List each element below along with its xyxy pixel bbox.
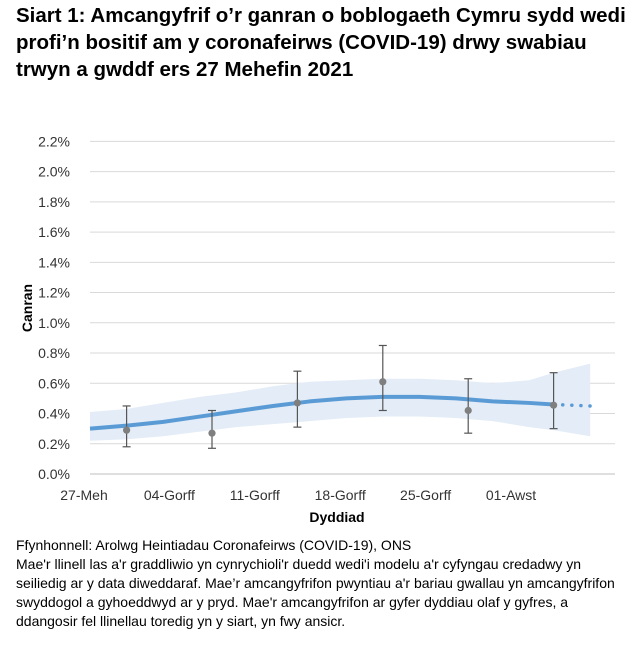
- y-tick-label: 1.0%: [38, 315, 70, 331]
- y-tick-label: 1.4%: [38, 254, 70, 270]
- x-axis-label: Dyddiad: [309, 509, 364, 525]
- y-tick-label: 1.8%: [38, 194, 70, 210]
- x-tick-label: 01-Awst: [486, 487, 536, 503]
- y-tick-label: 0.8%: [38, 345, 70, 361]
- official-estimate-point: [464, 406, 472, 415]
- x-tick-label: 04-Gorff: [144, 487, 195, 503]
- x-tick-label: 25-Gorff: [400, 487, 451, 503]
- official-estimate-point: [293, 399, 301, 407]
- x-tick-label: 18-Gorff: [315, 487, 366, 503]
- y-tick-label: 0.6%: [38, 375, 70, 391]
- chart-plot: 0.0% 0.2% 0.4% 0.6% 0.8% 1.0% 1.2% 1.4% 1.6% 1.8%…: [19, 133, 615, 525]
- official-estimate-point: [379, 378, 387, 386]
- explanation-note: Mae'r llinell las a'r graddliwio yn cynr…: [16, 556, 615, 629]
- official-estimate-point: [208, 429, 216, 437]
- y-tick-label: 2.0%: [38, 164, 70, 180]
- source-note: Ffynhonnell: Arolwg Heintiadau Coronafei…: [16, 537, 412, 553]
- x-tick-label: 27-Meh: [60, 487, 107, 503]
- credible-interval-band: [90, 363, 591, 441]
- y-tick-label: 1.2%: [38, 285, 70, 301]
- modelled-trend-dotted-line: [551, 402, 592, 408]
- y-tick-label: 0.4%: [38, 406, 70, 422]
- y-tick-label: 2.2%: [38, 133, 70, 149]
- y-tick-label: 1.6%: [38, 224, 70, 240]
- y-tick-label: 0.0%: [38, 466, 70, 482]
- y-axis-label: Canran: [19, 284, 35, 332]
- official-estimate-point: [550, 401, 558, 409]
- modelled-trend-line: [89, 394, 554, 431]
- official-estimate-point: [123, 426, 131, 434]
- chart-notes: Ffynhonnell: Arolwg Heintiadau Coronafei…: [16, 536, 626, 631]
- y-tick-label: 0.2%: [38, 436, 70, 452]
- x-tick-label: 11-Gorff: [230, 487, 280, 503]
- chart-title: Siart 1: Amcangyfrif o’r ganran o boblog…: [16, 4, 626, 81]
